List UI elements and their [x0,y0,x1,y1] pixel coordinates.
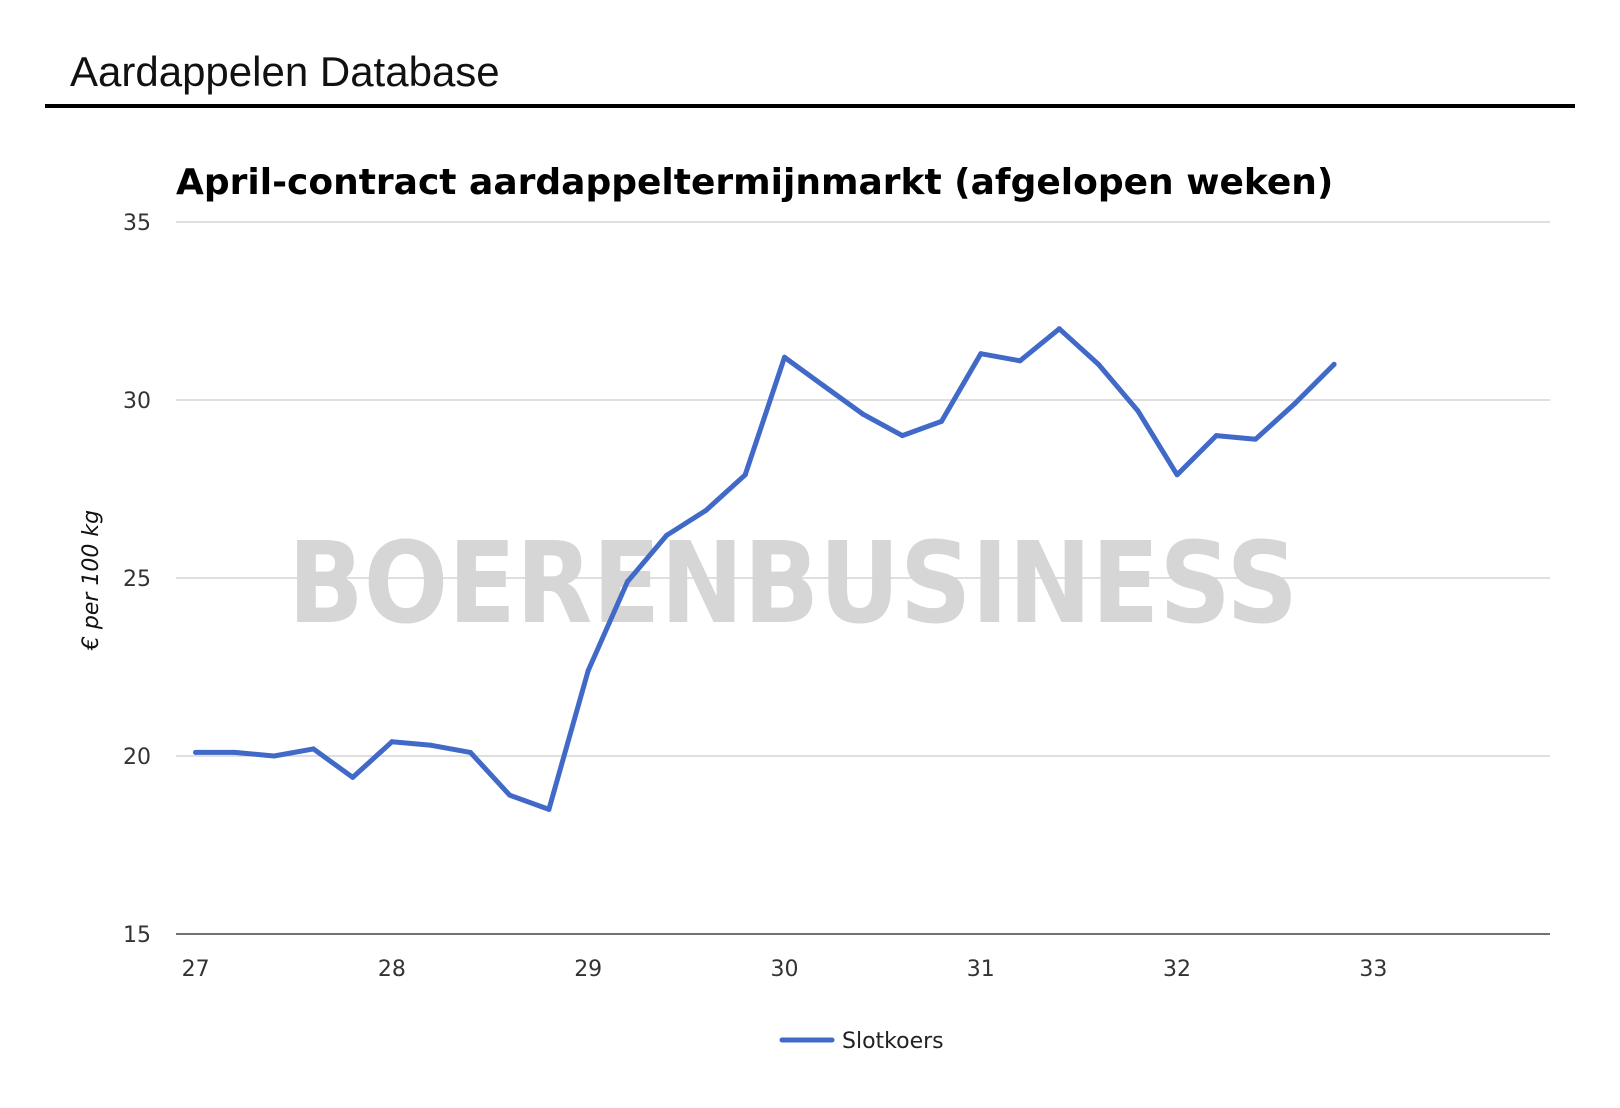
data-point [310,746,316,752]
data-point [899,433,905,439]
data-point [232,749,238,755]
x-tick-label: 32 [1163,957,1191,982]
y-axis-label: € per 100 kg [79,510,104,651]
legend-label: Slotkoers [842,1029,944,1054]
data-point [193,749,199,755]
x-tick-label: 33 [1359,957,1387,982]
data-point [1292,401,1298,407]
data-point [1017,358,1023,364]
y-tick-label: 20 [123,745,151,770]
data-point [507,792,513,798]
data-point [1213,433,1219,439]
data-point [467,749,473,755]
data-point [860,411,866,417]
x-tick-label: 28 [378,957,406,982]
data-point [821,383,827,389]
x-tick-label: 30 [770,957,798,982]
data-point [1331,361,1337,367]
y-tick-label: 25 [123,567,151,592]
data-point [546,806,552,812]
data-point [428,742,434,748]
legend: Slotkoers [779,1029,944,1054]
series-line [193,326,1337,812]
y-tick-label: 30 [123,389,151,414]
y-axis-ticks: 15 20 25 30 35 [123,211,151,948]
y-tick-label: 15 [123,923,151,948]
site-title: Aardappelen Database [70,48,500,95]
data-point [1174,472,1180,478]
data-point [624,579,630,585]
data-point [1135,408,1141,414]
data-point [703,507,709,513]
data-point [271,753,277,759]
y-tick-label: 35 [123,211,151,236]
data-point [1056,326,1062,332]
data-point [1253,436,1259,442]
x-tick-label: 29 [574,957,602,982]
data-point [742,472,748,478]
data-point [781,354,787,360]
data-point [1096,361,1102,367]
watermark: BOERENBUSINESS [288,519,1298,649]
data-point [585,668,591,674]
x-tick-label: 27 [182,957,210,982]
chart-title: April-contract aardappeltermijnmarkt (af… [176,162,1333,203]
data-point [664,532,670,538]
page-header: Aardappelen Database [45,0,1575,108]
data-point [939,418,945,424]
data-point [978,351,984,357]
x-tick-label: 31 [967,957,995,982]
data-point [350,774,356,780]
data-point [389,739,395,745]
x-axis-ticks: 27 28 29 30 31 32 33 [182,957,1388,982]
series [193,326,1337,812]
grid [176,221,1550,935]
